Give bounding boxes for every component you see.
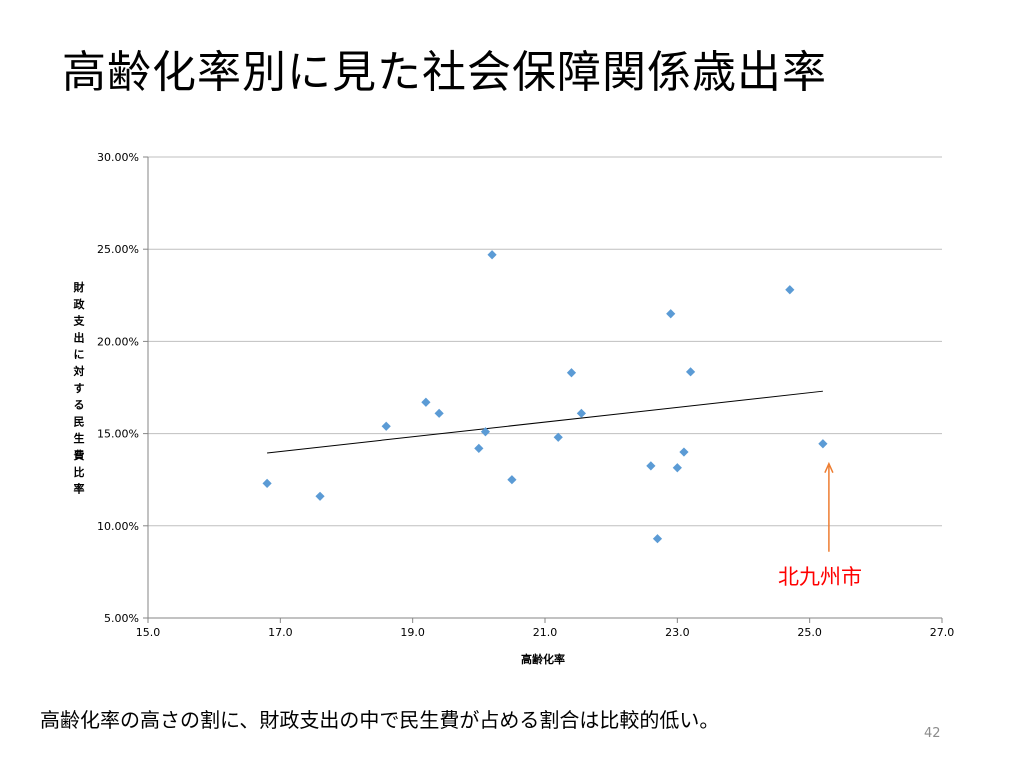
y-axis-title-char: 率	[74, 482, 85, 496]
trendline-group	[267, 390, 823, 454]
x-tick-labels: 15.0 17.0 19.0 21.0 23.0 25.0 27.0	[136, 626, 955, 639]
y-axis-title-char: 支	[73, 314, 86, 328]
x-tick-label: 19.0	[400, 626, 425, 639]
x-tick-label: 17.0	[268, 626, 293, 639]
data-point	[785, 285, 795, 295]
data-point	[818, 439, 828, 449]
y-axis-title-char: る	[74, 399, 85, 412]
data-point	[685, 367, 696, 377]
data-point	[553, 432, 563, 442]
gridlines	[148, 156, 942, 527]
slide-caption: 高齢化率の高さの割に、財政支出の中で民生費が占める割合は比較的低い。	[40, 708, 720, 732]
data-point	[646, 461, 656, 471]
y-tick-label: 5.00%	[104, 612, 139, 625]
y-axis-title-char: 対	[73, 364, 85, 378]
x-tick-label: 25.0	[797, 626, 822, 639]
data-point	[434, 408, 444, 418]
scatter-chart: 15.0 17.0 19.0 21.0 23.0 25.0 27.0 5.00% 10.00%…	[73, 151, 955, 666]
y-tick-label: 10.00%	[97, 520, 139, 533]
data-point	[507, 475, 517, 485]
x-tick-label: 23.0	[665, 626, 690, 639]
y-tick-label: 25.00%	[97, 243, 139, 256]
data-point	[679, 447, 689, 457]
y-tick-label: 15.00%	[97, 428, 139, 441]
y-tick-labels: 5.00% 10.00% 15.00% 20.00% 25.00% 30.00%	[97, 151, 139, 625]
annotation-label: 北九州市	[778, 565, 862, 589]
x-axis-title: 高齢化率	[521, 652, 565, 666]
y-axis-title-char: 民	[74, 415, 85, 428]
x-tick-label: 15.0	[136, 626, 161, 639]
y-axis-title-char: 比	[74, 465, 85, 479]
data-point	[381, 421, 391, 431]
x-tick-label: 21.0	[533, 626, 558, 639]
data-point	[480, 427, 491, 437]
y-axis-title-char: 生	[74, 431, 85, 445]
page-number: 42	[924, 726, 941, 741]
data-point	[474, 443, 484, 453]
data-point	[421, 397, 431, 407]
data-point	[315, 491, 325, 501]
data-point	[262, 478, 272, 488]
data-point	[576, 408, 586, 418]
data-point	[652, 534, 663, 544]
axes	[143, 156, 943, 623]
data-point	[566, 368, 577, 378]
data-point	[487, 250, 497, 260]
annotation-arrowhead	[824, 461, 834, 474]
data-points	[262, 250, 828, 544]
annotation-arrow-group	[824, 461, 834, 552]
trendline	[267, 390, 823, 454]
y-axis-title-char: す	[74, 382, 85, 395]
data-point	[672, 463, 682, 473]
y-axis-title-char: 費	[73, 448, 85, 462]
y-axis-title-char: 政	[74, 297, 86, 311]
y-axis-title-char: 出	[74, 330, 85, 344]
y-axis-title-char: 財	[73, 280, 85, 294]
data-point	[666, 309, 676, 319]
x-tick-label: 27.0	[930, 626, 955, 639]
y-tick-label: 30.00%	[97, 151, 139, 164]
slide-title: 高齢化率別に見た社会保障関係歳出率	[62, 47, 827, 98]
y-tick-label: 20.00%	[97, 335, 139, 348]
y-axis-title-char: に	[74, 348, 85, 361]
